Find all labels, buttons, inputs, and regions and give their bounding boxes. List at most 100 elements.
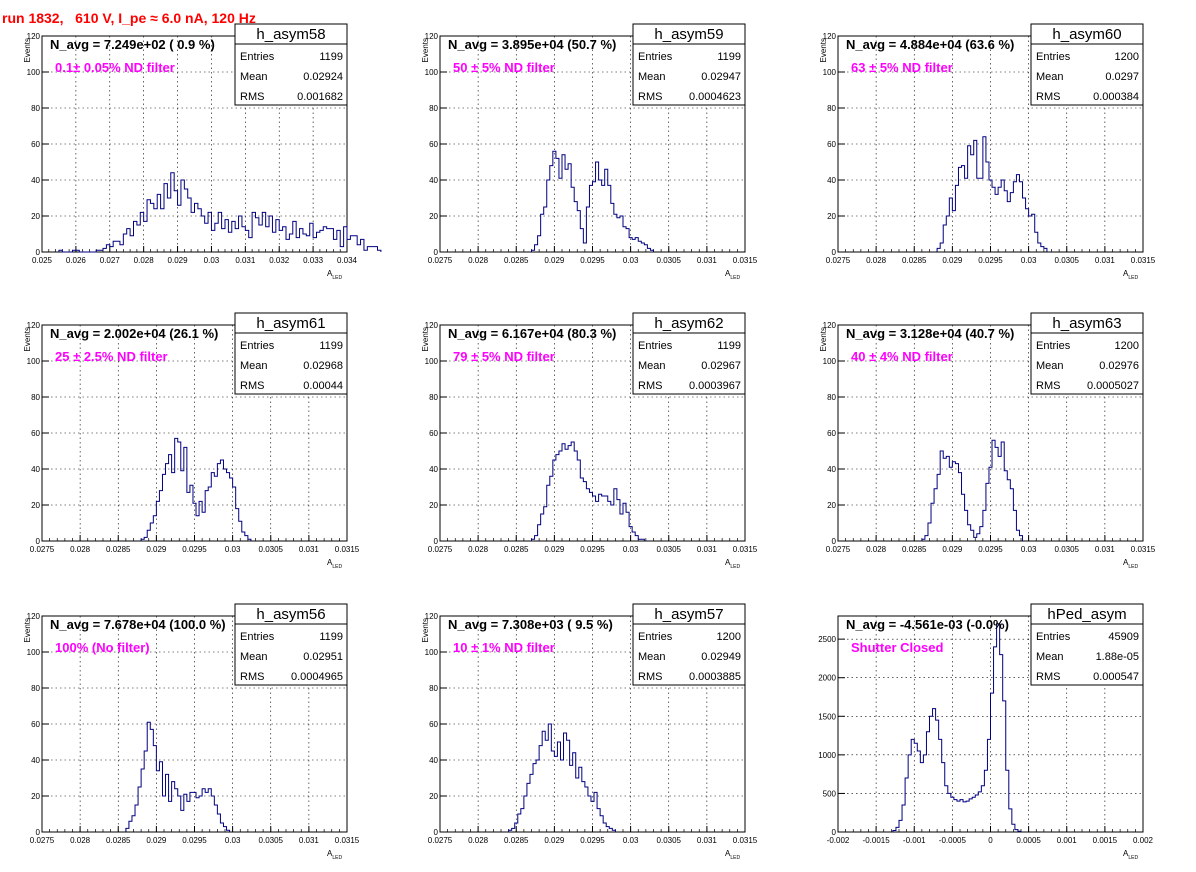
x-tick-label: 0.0295 [182,545,207,554]
x-tick-label: 0.028 [866,545,887,554]
y-axis-label: Events [819,38,828,62]
filter-annotation: 50 ± 5% ND filter [453,60,555,75]
x-tick-label: 0.0315 [733,545,758,554]
y-tick-label: 500 [823,789,837,798]
stats-box-frame [1030,23,1144,106]
stats-value: 0.000384 [1093,91,1139,103]
y-axis-label: Events [421,618,430,642]
y-tick-label: 120 [823,321,837,330]
y-tick-label: 120 [27,32,41,41]
y-axis-label: Events [23,618,32,642]
y-tick-label: 120 [425,321,439,330]
y-tick-label: 0 [36,248,41,257]
x-tick-label: 0.031 [697,545,718,554]
stats-box-frame [632,23,746,106]
stats-box-frame [234,603,348,686]
x-tick-label: 0.033 [303,256,324,265]
y-tick-label: 60 [31,720,40,729]
stats-value: 1200 [1115,340,1139,352]
x-tick-label: 0.03 [623,256,639,265]
y-axis-label: Events [23,38,32,62]
y-tick-label: 0 [832,537,837,546]
n-avg-annotation: N_avg = 7.249e+02 ( 0.9 %) [50,37,215,52]
stats-value: 0.02951 [303,651,343,663]
stats-value: 0.02949 [701,651,741,663]
y-tick-label: 80 [429,393,438,402]
y-tick-label: 40 [429,465,438,474]
x-tick-label: -0.002 [827,836,850,845]
histogram-name: h_asym60 [1052,26,1121,43]
stats-value: 0.000547 [1093,671,1139,683]
stats-value: 0.0004965 [291,671,343,683]
y-tick-label: 20 [827,212,836,221]
histogram-name: hPed_asym [1047,606,1126,623]
stats-value: 0.0004623 [689,91,741,103]
x-tick-label: 0.029 [544,545,565,554]
x-tick-label: 0.0285 [902,545,927,554]
x-tick-label: 0.0285 [504,836,529,845]
x-tick-label: 0.0315 [335,545,360,554]
y-tick-label: 40 [31,465,40,474]
x-tick-label: 0.0305 [657,256,682,265]
histogram-name: h_asym59 [654,26,723,43]
stats-box-frame [1030,603,1144,686]
y-tick-label: 1500 [818,712,836,721]
filter-annotation: 10 ± 1% ND filter [453,640,555,655]
x-tick-label: 0.0315 [1131,256,1156,265]
y-tick-label: 100 [425,357,439,366]
stats-box: h_asym62 Entries 1199 Mean 0.02967 RMS 0.00039… [632,312,746,395]
x-tick-label: 0.03 [1021,256,1037,265]
stats-label: Entries [240,340,275,352]
histogram-panel-h_asym59: 0.0275 0.028 0.0285 0.029 0.0295 0.03 0.0305 0.… [421,23,758,281]
x-tick-label: 0.002 [1133,836,1154,845]
stats-value: 1199 [319,51,343,63]
x-tick-label: 0.028 [468,256,489,265]
y-tick-label: 100 [425,648,439,657]
y-tick-label: 40 [31,756,40,765]
x-tick-label: 0.0315 [335,836,360,845]
x-tick-label: -0.0005 [939,836,967,845]
x-tick-label: 0 [988,836,993,845]
filter-annotation: 63 ± 5% ND filter [851,60,953,75]
y-tick-label: 60 [429,429,438,438]
histogram-name: h_asym63 [1052,315,1121,332]
histogram-panel-h_asym61: 0.0275 0.028 0.0285 0.029 0.0295 0.03 0.0305 0.… [23,312,360,570]
x-tick-label: 0.0295 [580,545,605,554]
stats-label: RMS [638,380,662,392]
stats-box: h_asym61 Entries 1199 Mean 0.02968 RMS 0.00044 [234,312,348,395]
y-tick-label: 60 [429,140,438,149]
stats-value: 45909 [1108,631,1139,643]
y-tick-label: 100 [27,68,41,77]
y-tick-label: 0 [832,828,837,837]
x-tick-label: 0.034 [337,256,358,265]
n-avg-annotation: N_avg = 3.128e+04 (40.7 %) [846,326,1014,341]
x-tick-label: 0.0275 [826,256,851,265]
y-tick-label: 0 [434,537,439,546]
histogram-line-h_asym63 [921,439,1024,541]
stats-label: Mean [638,651,666,663]
y-tick-label: 20 [429,792,438,801]
x-tick-label: 0.028 [866,256,887,265]
stats-label: RMS [1036,380,1060,392]
x-tick-label: 0.025 [32,256,53,265]
y-axis-label: Events [23,327,32,351]
stats-box: h_asym63 Entries 1200 Mean 0.02976 RMS 0.00050… [1030,312,1144,395]
x-tick-label: 0.028 [70,545,91,554]
stats-box: h_asym57 Entries 1200 Mean 0.02949 RMS 0.00038… [632,603,746,686]
y-tick-label: 40 [827,176,836,185]
y-tick-label: 120 [425,612,439,621]
x-tick-label: 0.03 [204,256,220,265]
y-tick-label: 120 [823,32,837,41]
y-tick-label: 0 [832,248,837,257]
stats-value: 0.02924 [303,71,343,83]
stats-label: Entries [638,51,673,63]
stats-box-frame [632,603,746,686]
histogram-panel-h_asym58: 0.025 0.026 0.027 0.028 0.029 0.03 0.031 0.032 0… [23,23,382,281]
stats-label: RMS [638,91,662,103]
y-tick-label: 40 [429,176,438,185]
y-tick-label: 60 [827,429,836,438]
histogram-line-h_asym56 [125,721,231,832]
x-tick-label: -0.001 [903,836,926,845]
histogram-line-h_asym58 [58,172,382,253]
x-tick-label: 0.031 [697,256,718,265]
